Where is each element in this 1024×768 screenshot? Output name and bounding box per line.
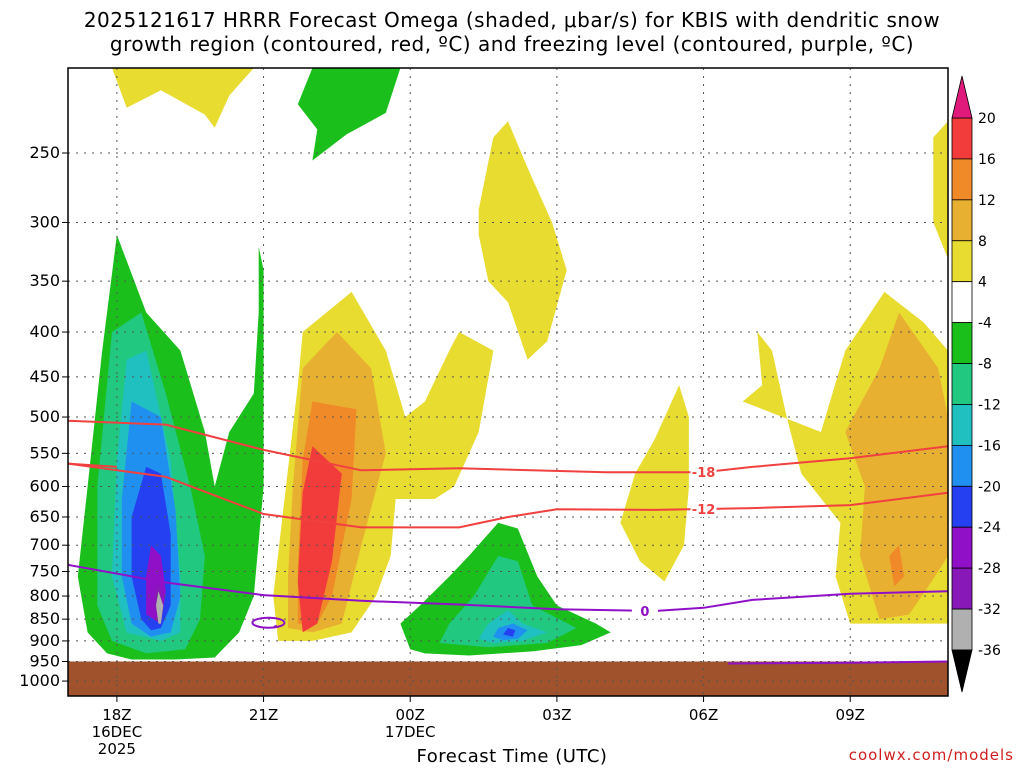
colorbar-label: 16 [978,152,996,168]
colorbar-box [951,158,973,201]
contour-line-2 [68,462,117,468]
omega-area-21 [620,385,689,582]
colorbar-box [951,444,973,487]
colorbar-label: -36 [978,643,1001,659]
y-tick-label: 950 [29,652,60,671]
omega-area-9 [297,68,401,161]
y-tick-label: 350 [29,271,60,290]
x-tick-label: 03Z [542,706,571,724]
colorbar-box [951,240,973,283]
colorbar-box [951,117,973,160]
omega-area-0 [112,68,254,128]
omega-area-14 [297,446,342,633]
y-tick-label: 800 [29,586,60,605]
y-tick-label: 900 [29,631,60,650]
colorbar-top-arrow [951,75,973,119]
colorbar-box [951,485,973,528]
x-tick-label: 21Z [249,706,278,724]
omega-area-8 [156,591,164,624]
contour-line-4 [727,660,948,665]
chart-title-line2: growth region (contoured, red, ºC) and f… [109,32,915,56]
x-tick-label: 00Z [396,706,425,724]
x-tick-label: 17DEC [385,723,436,741]
omega-area-24 [889,545,904,587]
plot-frame [67,67,949,697]
colorbar-label: -4 [978,316,992,332]
site-credit[interactable]: coolwx.com/models [848,746,1014,764]
colorbar-box [951,322,973,364]
x-tick-label: 16DEC [92,723,143,741]
y-tick-label: 450 [29,367,60,386]
colorbar-box [951,363,973,405]
omega-shading [68,68,948,696]
colorbar-box [951,608,973,651]
colorbar-label: -16 [978,438,1001,454]
colorbar-bottom-arrow [951,649,973,693]
colorbar-label: -28 [978,561,1001,577]
y-tick-label: 250 [29,143,60,162]
colorbar-box [951,199,973,242]
omega-area-25 [933,121,948,259]
x-tick-label: 06Z [689,706,718,724]
chart-title-line1: 2025121617 HRRR Forecast Omega (shaded, … [83,8,941,32]
colorbar-box [951,567,973,610]
x-tick-label: 09Z [836,706,865,724]
omega-area-20 [503,628,516,637]
colorbar-label: -20 [978,479,1001,495]
colorbar-label: -12 [978,397,1001,413]
y-tick-label: 750 [29,561,60,580]
y-tick-label: 700 [29,535,60,554]
y-tick-label: 850 [29,609,60,628]
x-axis-title: Forecast Time (UTC) [416,746,608,767]
contour-label-bg [690,500,717,517]
ground-fill [68,661,948,696]
contour-line-3 [68,563,948,613]
contour-label: -12 [692,503,716,518]
contour-label: 0 [640,605,649,620]
colorbar-label: 20 [978,111,996,127]
temperature-contours: -18 -12 0 [68,419,948,665]
contour-label-bg [690,464,717,481]
freezing-level-loop [251,616,286,629]
colorbar-box [951,281,973,324]
omega-colorbar: 20 16 12 8 4 -4 -8 -12 -16 -20 -24 -28 -32 -36 [951,75,1001,693]
omega-area-17 [439,555,577,648]
contour-label-bg [631,602,658,619]
colorbar-label: 12 [978,193,996,209]
pressure-axis: 250 300 350 400 450 500 550 600 650 700 750 800 850 9… [19,143,68,690]
y-tick-label: 600 [29,476,60,495]
colorbar-label: -32 [978,602,1001,618]
y-tick-label: 300 [29,212,60,231]
y-tick-label: 1000 [19,671,60,690]
colorbar-label: 8 [978,234,987,250]
x-tick-label: 18Z [102,706,131,724]
colorbar-label: -8 [978,357,992,373]
colorbar-label: -24 [978,520,1001,536]
colorbar-box [951,404,973,446]
y-tick-label: 400 [29,322,60,341]
y-tick-label: 500 [29,407,60,426]
y-tick-label: 650 [29,507,60,526]
contour-line-1 [68,462,948,529]
y-tick-label: 550 [29,443,60,462]
omega-area-15 [478,121,567,360]
contour-label: -18 [692,466,716,481]
contour-line-0 [68,419,948,474]
omega-area-23 [845,312,948,620]
x-tick-label: 2025 [98,740,136,758]
colorbar-label: 4 [978,275,987,291]
colorbar-box [951,526,973,569]
